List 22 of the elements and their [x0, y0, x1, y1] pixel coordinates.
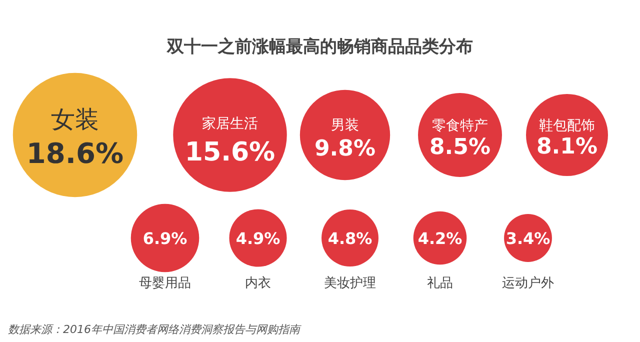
category-label: 美妆护理 [324, 275, 376, 291]
text: 双十一之前涨幅最高的畅销商品品类分布 [166, 37, 473, 57]
data-label: 3.4% [506, 229, 550, 248]
data-label: 15.6% [184, 138, 276, 168]
data-label: 9.8% [314, 136, 376, 162]
category-label: 运动户外 [502, 276, 554, 291]
source-note: 数据来源：2016年中国消费者网络消费洞察报告与网购指南 [8, 323, 302, 336]
data-label: 4.2% [418, 229, 462, 248]
data-label: 18.6% [26, 136, 124, 170]
data-label: 6.9% [142, 229, 188, 248]
data-label: 4.8% [328, 229, 372, 248]
category-label: 内衣 [245, 276, 271, 291]
data-label: 4.9% [236, 229, 280, 248]
category-label: 男装 [331, 118, 359, 134]
category-label: 礼品 [427, 276, 453, 291]
category-label: 鞋包配饰 [539, 118, 595, 134]
data-label: 8.5% [429, 134, 491, 160]
category-label: 女装 [51, 106, 99, 134]
data-label: 8.1% [536, 134, 598, 160]
category-label: 家居生活 [202, 116, 258, 132]
category-label: 母婴用品 [139, 276, 191, 291]
category-label: 零食特产 [432, 118, 488, 134]
